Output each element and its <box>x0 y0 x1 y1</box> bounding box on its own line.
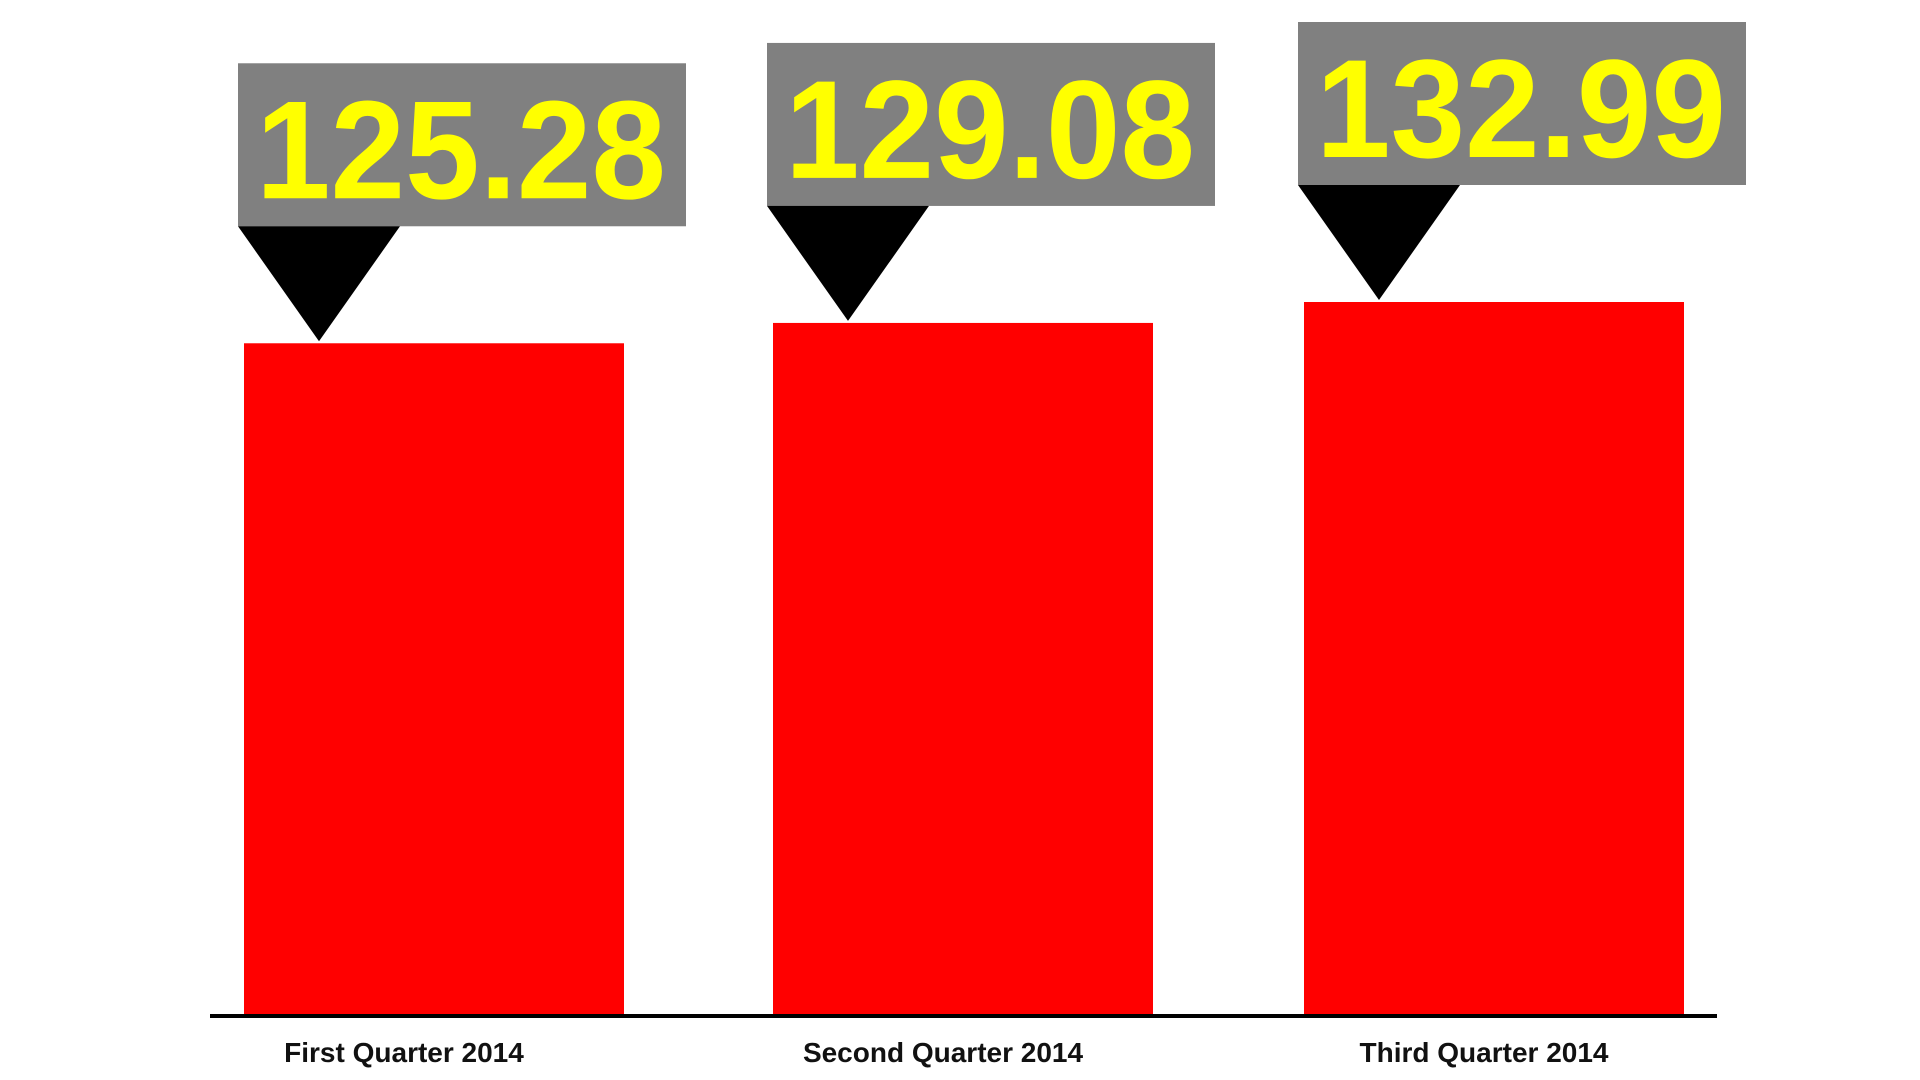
bar <box>773 322 1153 1014</box>
callout-pointer <box>238 226 400 342</box>
x-tick-label: First Quarter 2014 <box>284 1037 524 1068</box>
callout-pointer <box>767 205 929 321</box>
callout-box <box>1298 22 1746 185</box>
value-label: 125.28 <box>256 71 666 228</box>
x-tick-label: Second Quarter 2014 <box>803 1037 1084 1068</box>
bar <box>1304 302 1684 1014</box>
value-label: 132.99 <box>1316 30 1726 187</box>
x-tick-label: Third Quarter 2014 <box>1360 1037 1609 1068</box>
callout-box <box>238 63 686 227</box>
callout-pointer <box>1298 185 1460 300</box>
value-label: 129.08 <box>785 51 1195 208</box>
callout-box <box>767 42 1215 206</box>
bar <box>244 343 624 1014</box>
